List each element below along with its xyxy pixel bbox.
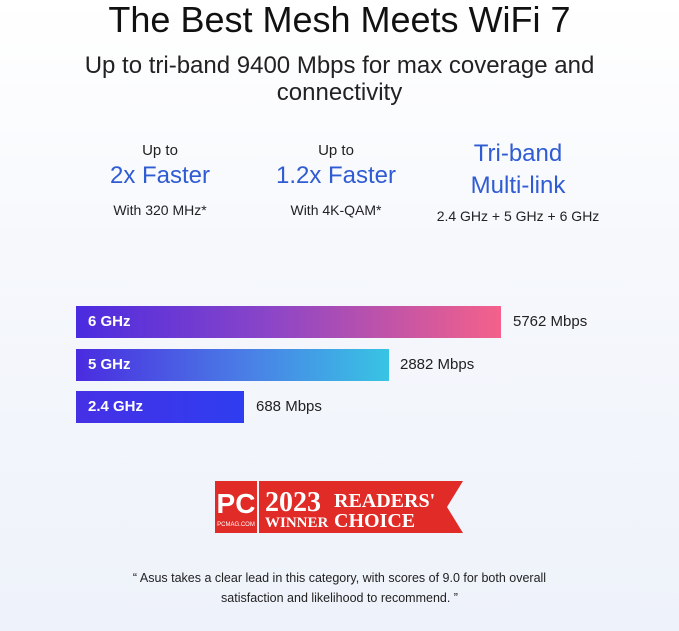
value-label-6ghz: 5762 Mbps xyxy=(513,313,588,330)
page-subtitle: Up to tri-band 9400 Mbps for max coverag… xyxy=(84,52,595,106)
feature-headline: 1.2x Faster xyxy=(275,162,397,189)
feature-tri-band: Tri-band Multi-link 2.4 GHz + 5 GHz + 6 … xyxy=(418,138,618,224)
feature-pre: Up to xyxy=(318,142,354,159)
pcmag-readers-choice-badge: PC PCMAG.COM 2023 READERS' WINNER CHOICE xyxy=(215,481,463,533)
svg-text:WINNER: WINNER xyxy=(265,515,329,531)
feature-pre: Up to xyxy=(142,142,178,159)
feature-note: With 4K-QAM* xyxy=(290,202,382,218)
bar-2-4ghz: 2.4 GHz xyxy=(76,391,244,423)
feature-1-2x-faster: Up to 1.2x Faster With 4K-QAM* xyxy=(236,138,436,218)
feature-note: With 320 MHz* xyxy=(113,202,207,218)
svg-text:PCMAG.COM: PCMAG.COM xyxy=(217,522,255,528)
feature-headline: 2x Faster xyxy=(109,162,211,189)
feature-headline: Tri-band Multi-link xyxy=(470,140,566,199)
feature-2x-faster: Up to 2x Faster With 320 MHz* xyxy=(60,138,260,218)
bar-5ghz: 5 GHz xyxy=(76,349,389,381)
review-quote: “ Asus takes a clear lead in this catego… xyxy=(132,571,547,605)
svg-text:CHOICE: CHOICE xyxy=(334,510,415,532)
value-label-5ghz: 2882 Mbps xyxy=(400,356,475,373)
feature-note: 2.4 GHz + 5 GHz + 6 GHz xyxy=(436,208,600,224)
pc-logo-text: PC xyxy=(217,488,256,519)
svg-text:READERS': READERS' xyxy=(334,490,435,512)
page-title: The Best Mesh Meets WiFi 7 xyxy=(108,0,571,40)
svg-text:2023: 2023 xyxy=(265,487,321,518)
value-label-2-4ghz: 688 Mbps xyxy=(256,398,322,415)
bar-6ghz: 6 GHz xyxy=(76,306,501,338)
